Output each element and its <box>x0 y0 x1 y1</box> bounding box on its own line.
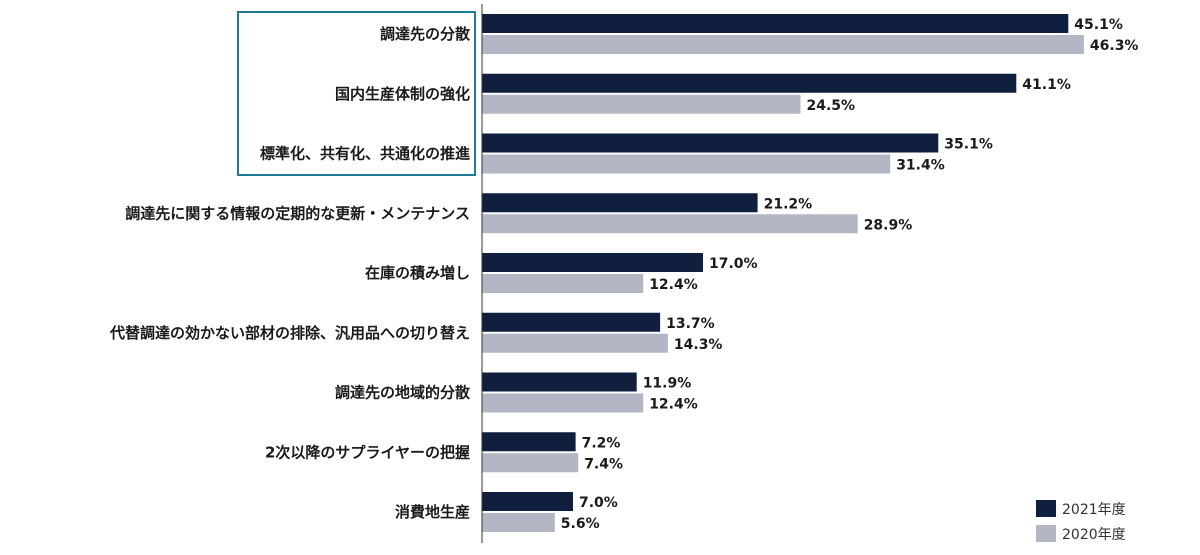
data-label: 14.3% <box>674 337 723 353</box>
category-label: 代替調達の効かない部材の排除、汎用品への切り替え <box>109 324 470 342</box>
category-label: 2次以降のサプライヤーの把握 <box>265 443 470 461</box>
legend-swatch-2021 <box>1036 500 1056 517</box>
category-label: 標準化、共有化、共通化の推進 <box>260 145 471 163</box>
bar-2020 <box>482 214 858 234</box>
legend-swatch-2020 <box>1036 525 1056 542</box>
bar-2021 <box>482 432 576 452</box>
bar-2020 <box>482 393 644 413</box>
bars-group: 45.1% 46.3% 41.1% 24.5% 35.1% 31.4% 21.2% 28.9%… <box>482 14 1138 532</box>
data-label: 28.9% <box>864 217 913 233</box>
legend-label-2020: 2020年度 <box>1062 527 1126 543</box>
bar-2021 <box>482 133 939 153</box>
data-label: 12.4% <box>649 397 698 413</box>
category-labels-group: 調達先の分散国内生産体制の強化標準化、共有化、共通化の推進調達先に関する情報の定… <box>109 25 471 521</box>
data-label: 24.5% <box>807 98 856 114</box>
category-label: 調達先に関する情報の定期的な更新・メンテナンス <box>125 204 470 222</box>
data-label: 12.4% <box>649 277 698 293</box>
bar-2020 <box>482 513 555 532</box>
bar-2020 <box>482 274 644 293</box>
bar-2020 <box>482 333 668 353</box>
data-label: 35.1% <box>944 137 993 153</box>
bar-2020 <box>482 35 1084 54</box>
data-label: 45.1% <box>1074 17 1123 33</box>
bar-2021 <box>482 372 637 392</box>
category-label: 消費地生産 <box>395 503 470 521</box>
category-label: 在庫の積み増し <box>365 264 470 282</box>
category-label: 調達先の分散 <box>380 25 471 43</box>
data-label: 21.2% <box>764 196 813 212</box>
bar-2021 <box>482 193 758 213</box>
highlight-box <box>237 11 476 176</box>
data-label: 17.0% <box>709 256 758 272</box>
bar-2020 <box>482 94 801 114</box>
data-label: 41.1% <box>1022 77 1071 93</box>
legend: 2021年度 2020年度 <box>1036 500 1126 543</box>
data-label: 7.4% <box>584 456 623 472</box>
legend-label-2021: 2021年度 <box>1062 502 1126 518</box>
data-label: 7.0% <box>579 495 618 511</box>
data-label: 5.6% <box>561 516 600 532</box>
data-label: 31.4% <box>896 158 945 174</box>
data-label: 46.3% <box>1090 38 1139 54</box>
bar-2021 <box>482 14 1069 33</box>
bar-2021 <box>482 312 661 332</box>
bar-2020 <box>482 453 579 473</box>
category-label: 国内生産体制の強化 <box>335 85 470 103</box>
bar-2021 <box>482 492 573 511</box>
bar-2021 <box>482 73 1017 93</box>
data-label: 13.7% <box>666 316 715 332</box>
category-label: 調達先の地域的分散 <box>335 384 471 402</box>
data-label: 11.9% <box>643 376 692 392</box>
data-label: 7.2% <box>582 435 621 451</box>
bar-2021 <box>482 253 703 272</box>
bar-2020 <box>482 154 891 174</box>
